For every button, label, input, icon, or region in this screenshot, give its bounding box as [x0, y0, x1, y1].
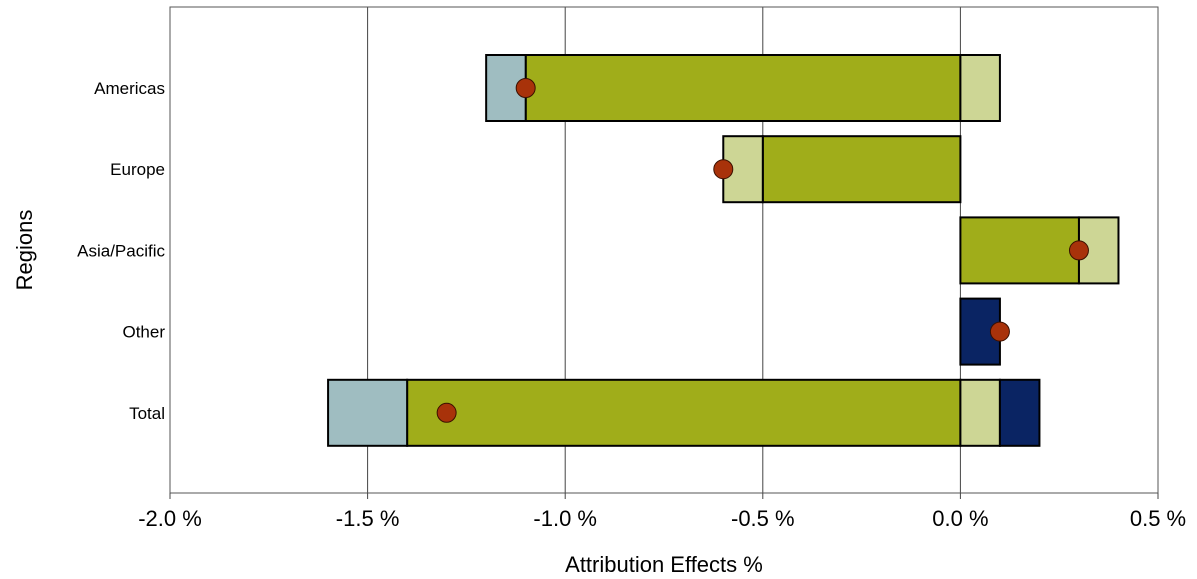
- x-axis-title: Attribution Effects %: [565, 552, 763, 577]
- markers-layer: [436, 78, 1089, 423]
- x-tick-label: -1.5 %: [336, 506, 400, 531]
- bars-layer: [327, 54, 1120, 447]
- bar-segment: [524, 54, 962, 122]
- x-tick-label: 0.0 %: [932, 506, 988, 531]
- bar-segment: [959, 54, 1001, 122]
- bar-segment: [406, 378, 962, 447]
- x-tick-label: -2.0 %: [138, 506, 202, 531]
- total-marker: [989, 321, 1010, 342]
- x-tick-label: 0.5 %: [1130, 506, 1186, 531]
- y-category-labels: Americas Europe Asia/Pacific Other Total: [77, 79, 165, 423]
- category-label: Europe: [110, 160, 165, 179]
- bar-segment: [327, 378, 409, 447]
- x-tick-label: -0.5 %: [731, 506, 795, 531]
- bar-segment: [959, 216, 1080, 285]
- y-axis-title: Regions: [12, 210, 37, 291]
- category-label: Americas: [94, 79, 165, 98]
- category-label: Other: [122, 323, 165, 342]
- bar-segment: [998, 378, 1041, 447]
- category-label: Total: [129, 404, 165, 423]
- bar-segment: [761, 135, 962, 204]
- total-marker: [436, 402, 457, 423]
- total-marker: [713, 159, 734, 180]
- category-label: Asia/Pacific: [77, 241, 165, 260]
- total-marker: [1068, 240, 1089, 261]
- x-tick-label: -1.0 %: [533, 506, 597, 531]
- x-tick-labels: -2.0 % -1.5 % -1.0 % -0.5 % 0.0 % 0.5 %: [138, 493, 1186, 531]
- total-marker: [515, 78, 536, 98]
- bar-segment: [959, 378, 1001, 447]
- plot-frame: [169, 6, 1159, 494]
